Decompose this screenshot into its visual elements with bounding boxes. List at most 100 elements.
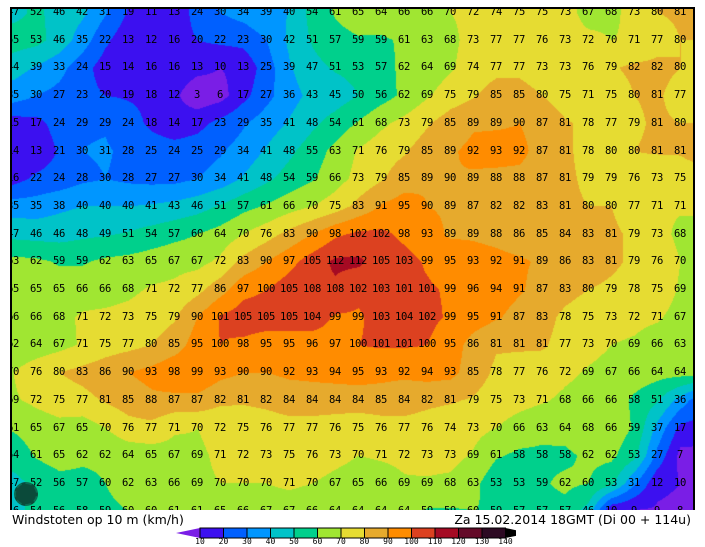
grid-value: 30 [98, 172, 112, 185]
grid-value: 80 [673, 33, 687, 46]
grid-value: 99 [190, 366, 204, 379]
grid-value: 73 [650, 172, 664, 185]
grid-value: 73 [650, 227, 664, 240]
grid-value: 14 [121, 61, 135, 74]
grid-value: 46 [582, 505, 594, 510]
grid-value: 64 [374, 7, 388, 18]
grid-value: 65 [29, 283, 43, 295]
grid-value: 63 [144, 476, 158, 489]
grid-value: 96 [305, 338, 319, 351]
grid-value: 34 [213, 172, 227, 185]
grid-value: 66 [306, 505, 318, 510]
grid-value: 75 [282, 449, 296, 462]
grid-value: 76 [627, 172, 641, 185]
grid-value: 88 [144, 393, 158, 406]
grid-value: 101 [394, 283, 414, 295]
grid-value: 91 [512, 255, 526, 268]
grid-value: 22 [98, 33, 112, 46]
grid-value: 80 [650, 7, 664, 18]
grid-value: 72 [98, 310, 112, 323]
grid-value: 18 [144, 89, 158, 102]
grid-value: 72 [213, 255, 227, 268]
grid-value: 73 [535, 61, 549, 74]
grid-value: 77 [305, 421, 319, 434]
grid-value: 23 [213, 116, 227, 129]
grid-value: 81 [558, 144, 572, 157]
grid-value: 86 [512, 227, 526, 240]
grid-value: 83 [282, 227, 296, 240]
grid-value: 43 [167, 199, 181, 212]
grid-value: 71 [282, 476, 296, 489]
grid-value: 93 [305, 366, 319, 379]
grid-value: 92 [512, 144, 526, 157]
grid-value: 59 [535, 476, 549, 489]
grid-value: 112 [325, 255, 345, 268]
grid-value: 103 [371, 310, 391, 323]
grid-value: 23 [75, 89, 89, 102]
grid-value: 69 [190, 476, 204, 489]
grid-value: 82 [259, 393, 273, 406]
grid-value: 85 [489, 89, 503, 102]
grid-value: 39 [282, 61, 296, 74]
grid-value: 70 [351, 449, 365, 462]
grid-value: 66 [98, 283, 112, 295]
grid-value: 76 [535, 33, 549, 46]
grid-value: 82 [420, 393, 434, 406]
grid-value: 97 [282, 255, 296, 268]
grid-value: 62 [604, 449, 618, 462]
grid-value: 69 [466, 449, 480, 462]
grid-value: 66 [12, 310, 20, 323]
grid-value: 87 [190, 393, 204, 406]
grid-value: 64 [352, 505, 364, 510]
grid-value: 71 [535, 393, 549, 406]
grid-value: 102 [348, 227, 368, 240]
grid-value: 77 [604, 116, 618, 129]
grid-value: 65 [351, 7, 365, 18]
grid-value: 75 [351, 421, 365, 434]
grid-value: 76 [535, 366, 549, 379]
grid-value: 58 [627, 393, 641, 406]
grid-value: 93 [466, 255, 480, 268]
grid-value: 44 [12, 61, 20, 74]
grid-value: 61 [328, 7, 342, 18]
grid-value: 67 [167, 255, 181, 268]
grid-value: 70 [259, 476, 273, 489]
grid-value: 71 [351, 144, 365, 157]
grid-value: 56 [52, 476, 66, 489]
grid-value: 93 [144, 366, 158, 379]
grid-value: 62 [29, 255, 43, 268]
grid-value: 81 [604, 227, 618, 240]
grid-value: 7 [676, 449, 684, 462]
grid-value: 85 [443, 116, 457, 129]
grid-value: 69 [627, 338, 641, 351]
grid-value: 28 [75, 172, 89, 185]
grid-value: 39 [259, 7, 273, 18]
grid-value: 89 [489, 116, 503, 129]
grid-value: 78 [558, 310, 572, 323]
grid-value: 41 [282, 116, 296, 129]
grid-value: 99 [443, 310, 457, 323]
grid-value: 61 [29, 449, 43, 462]
grid-value: 16 [144, 61, 158, 74]
grid-value: 72 [581, 33, 595, 46]
grid-value: 94 [420, 366, 434, 379]
grid-value: 77 [190, 283, 204, 295]
grid-value: 71 [650, 310, 664, 323]
grid-value: 70 [12, 366, 20, 379]
grid-value: 81 [98, 393, 112, 406]
legend-below-arrow [176, 528, 200, 538]
grid-value: 19 [121, 89, 135, 102]
grid-value: 89 [535, 255, 549, 268]
grid-value: 78 [489, 366, 503, 379]
grid-value: 54 [305, 7, 319, 18]
grid-value: 54 [328, 116, 342, 129]
grid-value: 80 [144, 338, 158, 351]
grid-value: 92 [397, 366, 411, 379]
grid-value: 46 [190, 199, 204, 212]
grid-value: 24 [75, 61, 89, 74]
grid-value: 73 [443, 449, 457, 462]
grid-value: 57 [236, 199, 250, 212]
grid-value: 27 [650, 449, 664, 462]
grid-value: 73 [259, 449, 273, 462]
grid-value: 24 [167, 144, 181, 157]
